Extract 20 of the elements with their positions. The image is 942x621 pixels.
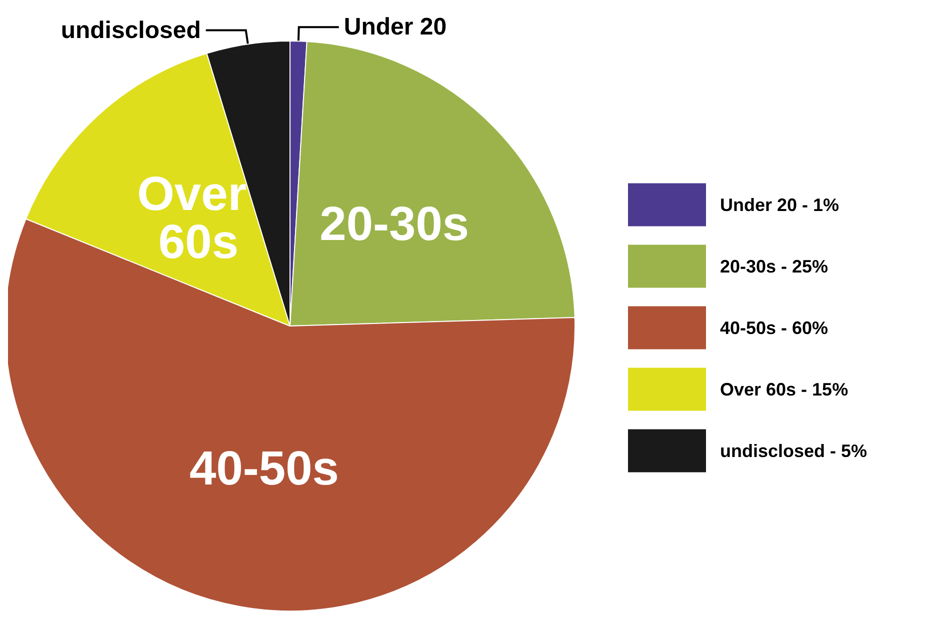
text: - [801,379,808,400]
data-label: 5% [841,440,868,461]
slice-label: Over 60s [137,168,246,270]
legend-label: 20-30s [720,256,776,276]
slice-label: 40-50s [190,442,339,496]
text: - [781,318,788,338]
data-label: 15% [812,379,848,400]
text: - [830,440,836,461]
data-label: 60% [792,318,828,338]
legend-label: 40-50s [720,318,776,338]
legend-label: Over 60s [720,379,796,400]
legend-label: undisclosed [720,440,826,461]
data-label: 1% [813,194,840,215]
legend-label: Under 20 [720,194,798,215]
text: - [802,194,808,215]
slice-label: undisclosed [60,16,201,44]
data-label: 25% [792,256,828,276]
text: - [781,256,788,276]
slice-label: Under 20 [344,14,447,41]
slice-label: 20-30s [320,198,470,252]
